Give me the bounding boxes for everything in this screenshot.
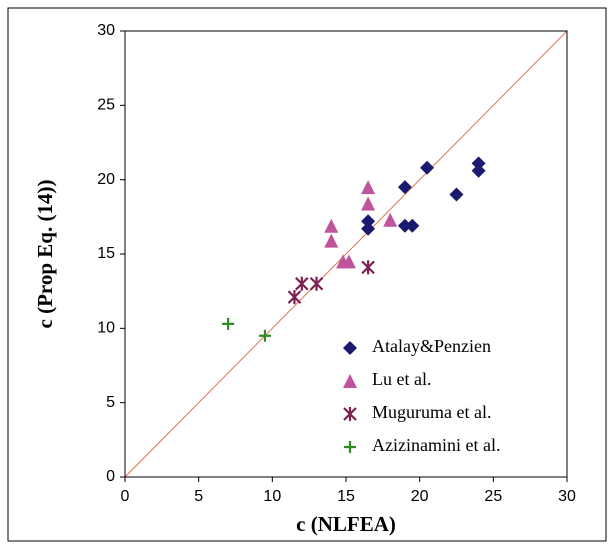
marker xyxy=(471,156,486,171)
y-tick-label: 25 xyxy=(97,97,115,114)
reference-line xyxy=(124,30,568,478)
marker xyxy=(324,218,339,233)
legend-label: Azizinamini et al. xyxy=(372,435,500,455)
legend-marker xyxy=(344,441,356,453)
marker xyxy=(405,218,420,233)
marker xyxy=(420,160,435,175)
marker xyxy=(309,276,324,291)
marker xyxy=(341,254,356,269)
x-tick-label: 15 xyxy=(337,488,355,505)
x-tick-label: 0 xyxy=(121,488,130,505)
marker xyxy=(361,260,375,275)
marker xyxy=(361,221,376,236)
y-tick-label: 5 xyxy=(106,394,115,411)
marker xyxy=(361,180,376,195)
y-tick-label: 15 xyxy=(97,245,115,262)
marker xyxy=(383,212,398,227)
marker xyxy=(471,163,486,178)
y-tick-label: 20 xyxy=(97,171,115,188)
x-tick-label: 30 xyxy=(558,488,576,505)
x-tick-label: 10 xyxy=(263,488,281,505)
y-tick-label: 30 xyxy=(97,22,115,39)
marker xyxy=(222,317,235,330)
marker xyxy=(449,187,464,202)
marker xyxy=(324,233,339,248)
legend-marker xyxy=(343,374,357,388)
x-tick-label: 5 xyxy=(194,488,203,505)
legend-label: Atalay&Penzien xyxy=(372,336,491,356)
legend-label: Muguruma et al. xyxy=(372,402,491,422)
marker xyxy=(397,180,412,195)
y-axis-label: c (Prop Eq. (14)) xyxy=(33,180,57,329)
x-tick-label: 25 xyxy=(484,488,502,505)
legend-label: Lu et al. xyxy=(372,369,431,389)
marker xyxy=(258,329,271,342)
legend-marker xyxy=(343,407,357,421)
frame xyxy=(7,7,607,542)
x-tick-label: 20 xyxy=(411,488,429,505)
marker xyxy=(361,214,376,229)
marker xyxy=(295,276,309,291)
marker xyxy=(361,196,376,211)
marker xyxy=(397,218,412,233)
legend-marker xyxy=(343,341,357,355)
x-axis-label: c (NLFEA) xyxy=(296,512,396,536)
marker xyxy=(287,290,302,305)
y-tick-label: 10 xyxy=(97,320,115,337)
y-tick-label: 0 xyxy=(106,468,115,485)
